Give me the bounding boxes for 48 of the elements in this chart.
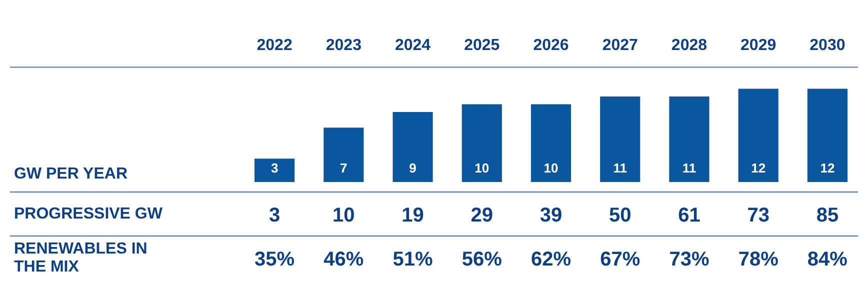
data-label: 10 (544, 160, 558, 176)
text: 29 (470, 204, 494, 227)
text: 3 (268, 204, 280, 227)
text: 73% (669, 248, 710, 271)
bar (669, 96, 710, 182)
text: 73 (747, 204, 770, 227)
text: 84% (807, 248, 848, 271)
bar (530, 104, 572, 182)
text: PROGRESSIVE GW (14, 205, 164, 222)
x-tick-label: 2029 (740, 37, 776, 54)
text: 46% (324, 248, 364, 271)
x-tick-label: 2025 (464, 37, 500, 54)
text: 50 (608, 204, 632, 227)
x-tick-label: 2028 (671, 37, 708, 54)
data-label: 11 (682, 160, 696, 176)
bar (254, 158, 295, 182)
data-label: 10 (474, 160, 490, 176)
x-tick-label: 2022 (256, 37, 292, 54)
text: 85 (816, 204, 839, 227)
data-label: 12 (751, 160, 766, 176)
data-label: 11 (613, 160, 627, 176)
text: 19 (402, 204, 424, 227)
text: 39 (540, 204, 562, 227)
text: 51% (392, 248, 434, 271)
bar (738, 88, 778, 182)
x-tick-label: 2027 (602, 37, 638, 54)
x-tick-label: 2024 (394, 37, 431, 54)
x-tick-label: 2023 (326, 37, 362, 54)
data-label: 9 (409, 160, 416, 176)
x-tick-label: 2026 (533, 37, 569, 54)
text: 56% (462, 248, 502, 271)
bar (807, 88, 848, 182)
bar (600, 96, 640, 182)
data-label: 7 (340, 160, 348, 176)
text: 78% (738, 248, 779, 271)
text: 67% (600, 248, 640, 271)
bar (392, 112, 433, 182)
text: RENEWABLES IN THE MIX (14, 240, 148, 276)
bar (462, 104, 502, 182)
data-label: 3 (270, 160, 278, 176)
data-label: 12 (820, 160, 835, 176)
bar (324, 128, 364, 182)
text: 62% (530, 248, 572, 271)
text: GW PER YEAR (14, 165, 128, 182)
x-tick-label: 2030 (810, 37, 846, 54)
text: 61 (678, 204, 700, 227)
text: 35% (254, 248, 295, 271)
text: 10 (332, 204, 355, 227)
